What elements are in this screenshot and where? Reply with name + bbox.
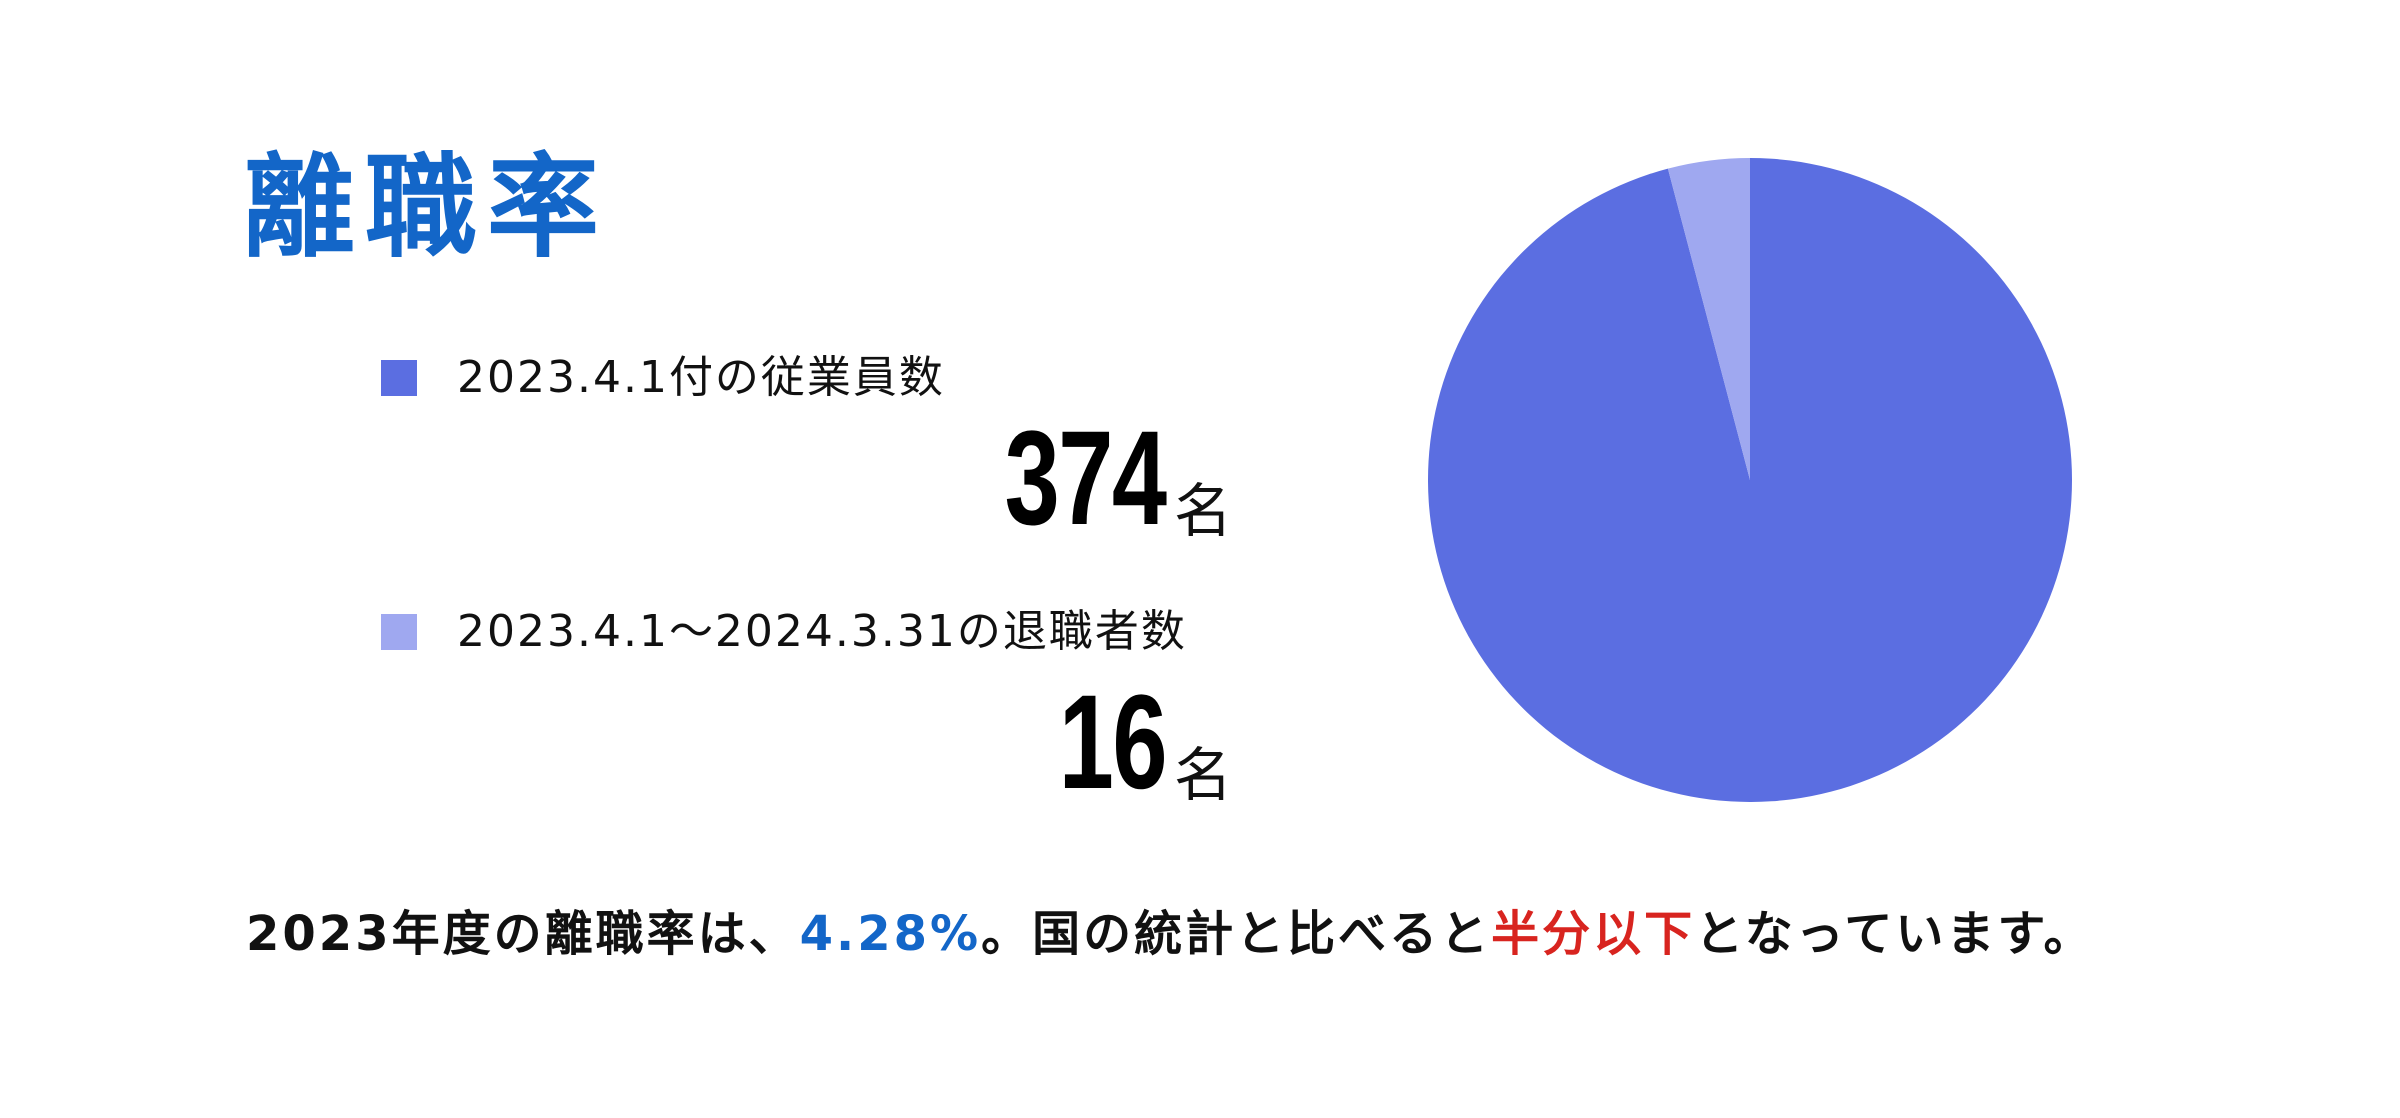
- summary-part2: 。国の統計と比べると: [981, 906, 1492, 962]
- pie-chart: [1428, 158, 2072, 803]
- resigned-count-unit: 名: [1173, 741, 1232, 809]
- employee-count-value: 374: [1004, 404, 1167, 553]
- page-title: 離職率: [243, 143, 609, 273]
- resigned-count: 16 名: [1021, 676, 1232, 810]
- pie-slice-employees: [1428, 158, 2072, 803]
- employee-count: 374 名: [948, 412, 1232, 546]
- legend-item-resigned: 2023.4.1〜2024.3.31の退職者数: [381, 610, 1187, 654]
- legend-swatch-employees: [381, 360, 417, 396]
- summary-part3: となっています。: [1695, 906, 2095, 962]
- resigned-count-value: 16: [1058, 668, 1168, 817]
- summary-text: 2023年度の離職率は、4.28%。国の統計と比べると半分以下となっています。: [246, 910, 2095, 958]
- summary-rate: 4.28%: [799, 906, 982, 962]
- summary-highlight: 半分以下: [1491, 906, 1696, 962]
- legend-label-employees: 2023.4.1付の従業員数: [457, 352, 945, 403]
- legend-label-resigned: 2023.4.1〜2024.3.31の退職者数: [457, 606, 1187, 657]
- summary-part1: 2023年度の離職率は、: [246, 906, 800, 962]
- employee-count-unit: 名: [1173, 477, 1232, 545]
- pie-slice-resigned: [1667, 158, 1750, 480]
- legend-swatch-resigned: [381, 614, 417, 650]
- legend-item-employees: 2023.4.1付の従業員数: [381, 356, 945, 400]
